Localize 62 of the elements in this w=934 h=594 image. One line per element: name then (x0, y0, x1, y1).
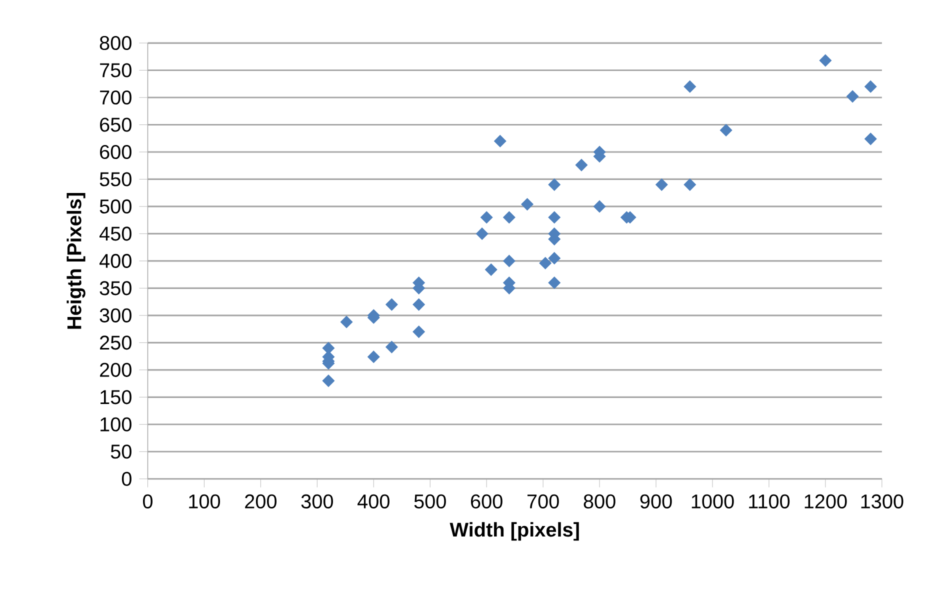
x-tick-label: 1300 (861, 494, 904, 509)
x-tick-label: 100 (189, 494, 220, 509)
x-tick-label: 1100 (749, 494, 790, 509)
point (503, 211, 516, 224)
x-tick-label: 300 (301, 494, 333, 509)
y-tick-label: 450 (99, 226, 132, 241)
x-tick-label: 500 (414, 494, 446, 509)
y-tick-label: 500 (100, 200, 132, 214)
point (846, 90, 859, 103)
y-tick-label: 350 (100, 281, 132, 296)
point (539, 257, 552, 270)
x-tick-label: 800 (584, 494, 616, 509)
point (684, 178, 696, 191)
point (322, 374, 335, 388)
point (503, 254, 516, 268)
point (548, 276, 560, 289)
y-tick-label: 200 (100, 362, 132, 378)
point (412, 326, 425, 338)
y-tick-label: 250 (100, 336, 132, 350)
x-tick-label: 1200 (804, 494, 847, 509)
point (575, 159, 588, 172)
point (386, 298, 398, 311)
x-tick-label: 900 (640, 494, 672, 509)
point (386, 341, 398, 354)
point (684, 80, 696, 93)
point (548, 178, 560, 191)
y-tick-label: 100 (100, 417, 132, 432)
x-tick-label: 200 (245, 494, 277, 509)
point (548, 252, 560, 264)
point (864, 80, 877, 93)
y-tick-label: 150 (100, 390, 132, 404)
x-tick-label: 600 (470, 494, 502, 509)
point (864, 132, 877, 146)
x-tick-label: 400 (358, 494, 390, 509)
y-tick-label: 800 (100, 36, 132, 50)
y-tick-label: 600 (100, 145, 132, 160)
y-tick-label: 750 (100, 63, 132, 78)
y-tick-label: 550 (100, 172, 132, 186)
point (480, 211, 493, 224)
point (412, 298, 425, 311)
point (340, 316, 353, 328)
point (521, 198, 534, 211)
y-axis-title: Heigth [Pixels] (66, 193, 86, 329)
point (548, 211, 560, 224)
y-tick-label: 50 (110, 444, 132, 459)
y-tick-label: 700 (100, 90, 132, 105)
point (484, 264, 498, 276)
point (656, 178, 668, 191)
x-tick-label: 700 (528, 494, 559, 509)
y-tick-label: 400 (99, 254, 132, 268)
point (368, 350, 380, 364)
y-tick-label: 300 (100, 308, 132, 323)
x-axis-title: Width [pixels] (450, 522, 579, 541)
y-tick-label: 0 (122, 472, 132, 486)
x-tick-label: 1000 (692, 494, 734, 509)
point (593, 200, 606, 213)
point (819, 54, 832, 67)
x-tick-label: 0 (142, 494, 153, 509)
point (720, 124, 732, 136)
y-tick-label: 650 (100, 118, 132, 132)
point (476, 228, 488, 240)
point (494, 135, 506, 148)
